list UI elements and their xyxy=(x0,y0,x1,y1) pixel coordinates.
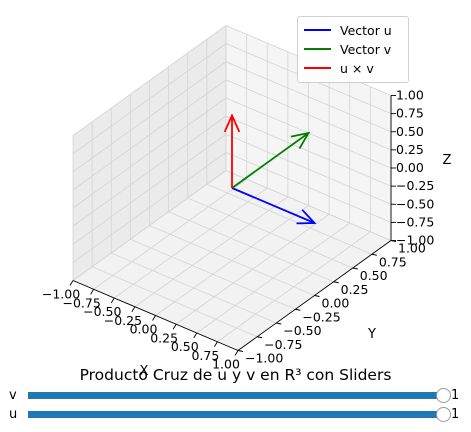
legend-item-vector-v: Vector v xyxy=(304,40,391,58)
legend: Vector u Vector v u × v xyxy=(297,16,409,83)
grid-line xyxy=(72,25,227,136)
grid-line xyxy=(217,231,371,343)
cross-product-arrow-head xyxy=(223,113,241,133)
y-tick xyxy=(333,281,339,284)
x-tick-label: 0.00 xyxy=(130,322,158,337)
x-tick-label: −0.25 xyxy=(104,313,142,328)
y-tick xyxy=(314,295,320,297)
y-tick-label: −0.50 xyxy=(283,323,321,338)
x-tick-label: 0.75 xyxy=(191,348,219,363)
slider-v-label: v xyxy=(9,388,17,403)
x-tick-label: −0.75 xyxy=(62,295,100,310)
z-tick-label: 0.00 xyxy=(396,160,424,175)
grid-line xyxy=(149,225,315,296)
z-tick-label: −0.50 xyxy=(396,196,434,211)
slider-u[interactable]: u 1 xyxy=(0,406,471,424)
grid-line xyxy=(175,213,330,325)
grid-line xyxy=(225,61,392,133)
x-tick xyxy=(152,315,156,321)
x-tick xyxy=(131,306,136,312)
y-tick xyxy=(371,253,377,256)
y-tick xyxy=(257,336,263,339)
legend-swatch-u xyxy=(304,29,331,31)
x-tick xyxy=(213,341,218,347)
z-tick-label: 1.00 xyxy=(396,88,424,103)
y-tick xyxy=(390,240,397,242)
figure-title: Producto Cruz de u y v en R³ con Sliders xyxy=(79,366,392,384)
y-tick-label: 1.00 xyxy=(398,241,426,256)
x-tick-label: −0.50 xyxy=(83,304,121,319)
z-tick-label: −1.00 xyxy=(396,233,434,248)
y-axis-label: Y xyxy=(367,327,376,342)
grid-line xyxy=(72,43,227,154)
grid-line xyxy=(187,197,353,269)
slider-u-value: 1 xyxy=(451,407,460,422)
grid-line xyxy=(225,170,392,241)
legend-item-cross-product: u × v xyxy=(304,59,374,77)
x-tick xyxy=(234,350,239,356)
x-tick xyxy=(172,324,177,330)
z-tick-label: 0.25 xyxy=(396,142,424,157)
x-tick-label: 1.00 xyxy=(212,357,240,372)
x-axis-label: X xyxy=(140,364,149,379)
x-tick xyxy=(193,332,198,339)
x-tick-label: 0.50 xyxy=(171,339,199,354)
vector-v-arrow xyxy=(231,131,311,189)
z-tick-label: −0.25 xyxy=(396,178,434,193)
y-tick-label: 0.50 xyxy=(360,268,388,283)
vector-u-arrow-shaft xyxy=(231,187,315,224)
y-tick xyxy=(295,308,301,311)
x-tick xyxy=(110,297,115,304)
vector-u-arrow-head xyxy=(296,209,317,225)
legend-swatch-v xyxy=(304,48,331,50)
z-tick-label: 0.50 xyxy=(396,124,424,139)
slider-v-handle[interactable] xyxy=(436,388,451,403)
y-tick-label: 0.75 xyxy=(379,254,407,269)
y-tick-label: −0.75 xyxy=(264,337,302,352)
y-tick-label: −1.00 xyxy=(245,351,283,366)
slider-u-label: u xyxy=(9,407,18,422)
vector-v-arrow-head xyxy=(290,131,311,150)
slider-v-track[interactable] xyxy=(28,392,443,399)
y-tick xyxy=(237,350,244,352)
grid-line xyxy=(206,183,373,255)
tick-marks xyxy=(69,95,397,356)
grid-line xyxy=(196,222,350,334)
z-tick-label: −0.75 xyxy=(396,214,434,229)
cross-product-arrow xyxy=(223,113,241,188)
legend-label-u: Vector u xyxy=(340,22,392,38)
z-tick-label: 0.75 xyxy=(396,106,424,121)
vector-v-arrow-shaft xyxy=(231,132,310,189)
z-axis-label: Z xyxy=(443,153,452,168)
slider-u-track[interactable] xyxy=(28,411,443,418)
grid-line xyxy=(72,79,227,191)
slider-u-handle[interactable] xyxy=(436,407,451,422)
slider-v-value: 1 xyxy=(451,388,460,403)
x-tick xyxy=(69,280,74,286)
grid-line xyxy=(72,97,227,209)
y-tick-label: 0.00 xyxy=(322,296,350,311)
y-tick xyxy=(276,322,282,325)
x-tick-label: 0.25 xyxy=(150,330,178,345)
grid-line xyxy=(72,61,227,173)
grid-line xyxy=(225,79,392,151)
x-tick-label: −1.00 xyxy=(42,287,80,302)
y-tick-label: −0.25 xyxy=(302,309,340,324)
tick-labels: −1.00−1.00−1.00−0.75−0.75−0.75−0.50−0.50… xyxy=(42,88,435,372)
legend-swatch-cross xyxy=(304,67,331,69)
legend-label-cross: u × v xyxy=(340,60,374,76)
legend-label-v: Vector v xyxy=(340,41,392,57)
grid-line xyxy=(168,211,334,283)
y-tick-label: 0.25 xyxy=(341,282,369,297)
y-tick xyxy=(352,267,358,270)
vector-u-arrow xyxy=(231,187,317,225)
vector-arrows xyxy=(223,113,317,225)
x-tick xyxy=(90,289,95,295)
legend-item-vector-u: Vector u xyxy=(304,21,392,39)
slider-v[interactable]: v 1 xyxy=(0,387,471,405)
